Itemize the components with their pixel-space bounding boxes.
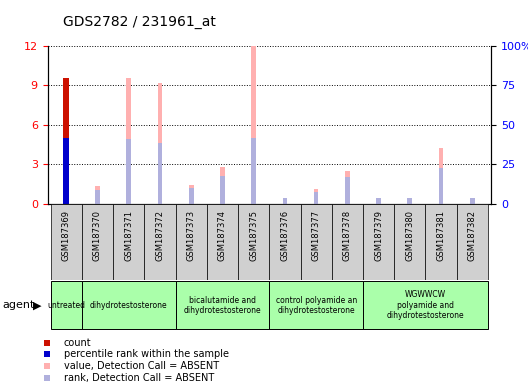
Text: ▶: ▶ — [33, 300, 41, 310]
FancyBboxPatch shape — [207, 204, 238, 280]
Text: bicalutamide and
dihydrotestosterone: bicalutamide and dihydrotestosterone — [184, 296, 261, 315]
FancyBboxPatch shape — [332, 204, 363, 280]
Text: count: count — [64, 338, 91, 348]
Text: rank, Detection Call = ABSENT: rank, Detection Call = ABSENT — [64, 374, 214, 384]
FancyBboxPatch shape — [457, 204, 488, 280]
Bar — [63, 138, 69, 204]
FancyBboxPatch shape — [113, 204, 144, 280]
FancyBboxPatch shape — [426, 204, 457, 280]
Text: GSM187380: GSM187380 — [406, 210, 414, 261]
Text: untreated: untreated — [48, 301, 85, 310]
Bar — [376, 198, 381, 204]
Text: GSM187370: GSM187370 — [93, 210, 102, 261]
Text: WGWWCW
polyamide and
dihydrotestosterone: WGWWCW polyamide and dihydrotestosterone — [386, 290, 464, 320]
Text: GSM187381: GSM187381 — [437, 210, 446, 261]
Bar — [470, 198, 475, 204]
Text: GSM187374: GSM187374 — [218, 210, 227, 261]
Bar — [314, 192, 318, 204]
Text: control polyamide an
dihydrotestosterone: control polyamide an dihydrotestosterone — [276, 296, 357, 315]
Bar — [345, 177, 350, 204]
FancyBboxPatch shape — [144, 204, 176, 280]
Text: GSM187377: GSM187377 — [312, 210, 320, 261]
FancyBboxPatch shape — [269, 281, 363, 329]
FancyBboxPatch shape — [238, 204, 269, 280]
FancyBboxPatch shape — [300, 204, 332, 280]
FancyBboxPatch shape — [269, 204, 300, 280]
Bar — [189, 188, 194, 204]
Bar — [158, 143, 162, 204]
Bar — [408, 198, 412, 204]
FancyBboxPatch shape — [363, 204, 394, 280]
Text: GSM187372: GSM187372 — [155, 210, 164, 261]
Bar — [126, 139, 131, 204]
Bar — [251, 138, 256, 204]
Text: GSM187376: GSM187376 — [280, 210, 289, 261]
Bar — [439, 168, 444, 204]
FancyBboxPatch shape — [176, 204, 207, 280]
Text: GSM187378: GSM187378 — [343, 210, 352, 261]
Bar — [439, 149, 444, 204]
Text: GSM187373: GSM187373 — [187, 210, 196, 261]
Text: value, Detection Call = ABSENT: value, Detection Call = ABSENT — [64, 361, 219, 371]
FancyBboxPatch shape — [176, 281, 269, 329]
Text: dihydrotestosterone: dihydrotestosterone — [90, 301, 167, 310]
Bar — [158, 83, 162, 204]
Text: GSM187369: GSM187369 — [62, 210, 71, 261]
Text: GSM187371: GSM187371 — [124, 210, 133, 261]
Bar — [282, 198, 287, 204]
FancyBboxPatch shape — [51, 204, 82, 280]
Bar — [63, 78, 69, 204]
Bar — [220, 167, 225, 204]
Bar — [95, 187, 100, 204]
FancyBboxPatch shape — [51, 281, 82, 329]
FancyBboxPatch shape — [363, 281, 488, 329]
Text: GSM187379: GSM187379 — [374, 210, 383, 261]
Bar — [220, 176, 225, 204]
Text: GSM187375: GSM187375 — [249, 210, 258, 261]
Bar — [95, 190, 100, 204]
Text: percentile rank within the sample: percentile rank within the sample — [64, 349, 229, 359]
Bar — [126, 78, 131, 204]
FancyBboxPatch shape — [394, 204, 426, 280]
Bar — [314, 189, 318, 204]
Bar — [251, 46, 256, 204]
Bar — [408, 198, 412, 204]
Text: agent: agent — [3, 300, 35, 310]
Bar — [345, 171, 350, 204]
FancyBboxPatch shape — [82, 204, 113, 280]
FancyBboxPatch shape — [82, 281, 176, 329]
Text: GDS2782 / 231961_at: GDS2782 / 231961_at — [63, 15, 216, 29]
Bar — [189, 185, 194, 204]
Text: GSM187382: GSM187382 — [468, 210, 477, 261]
